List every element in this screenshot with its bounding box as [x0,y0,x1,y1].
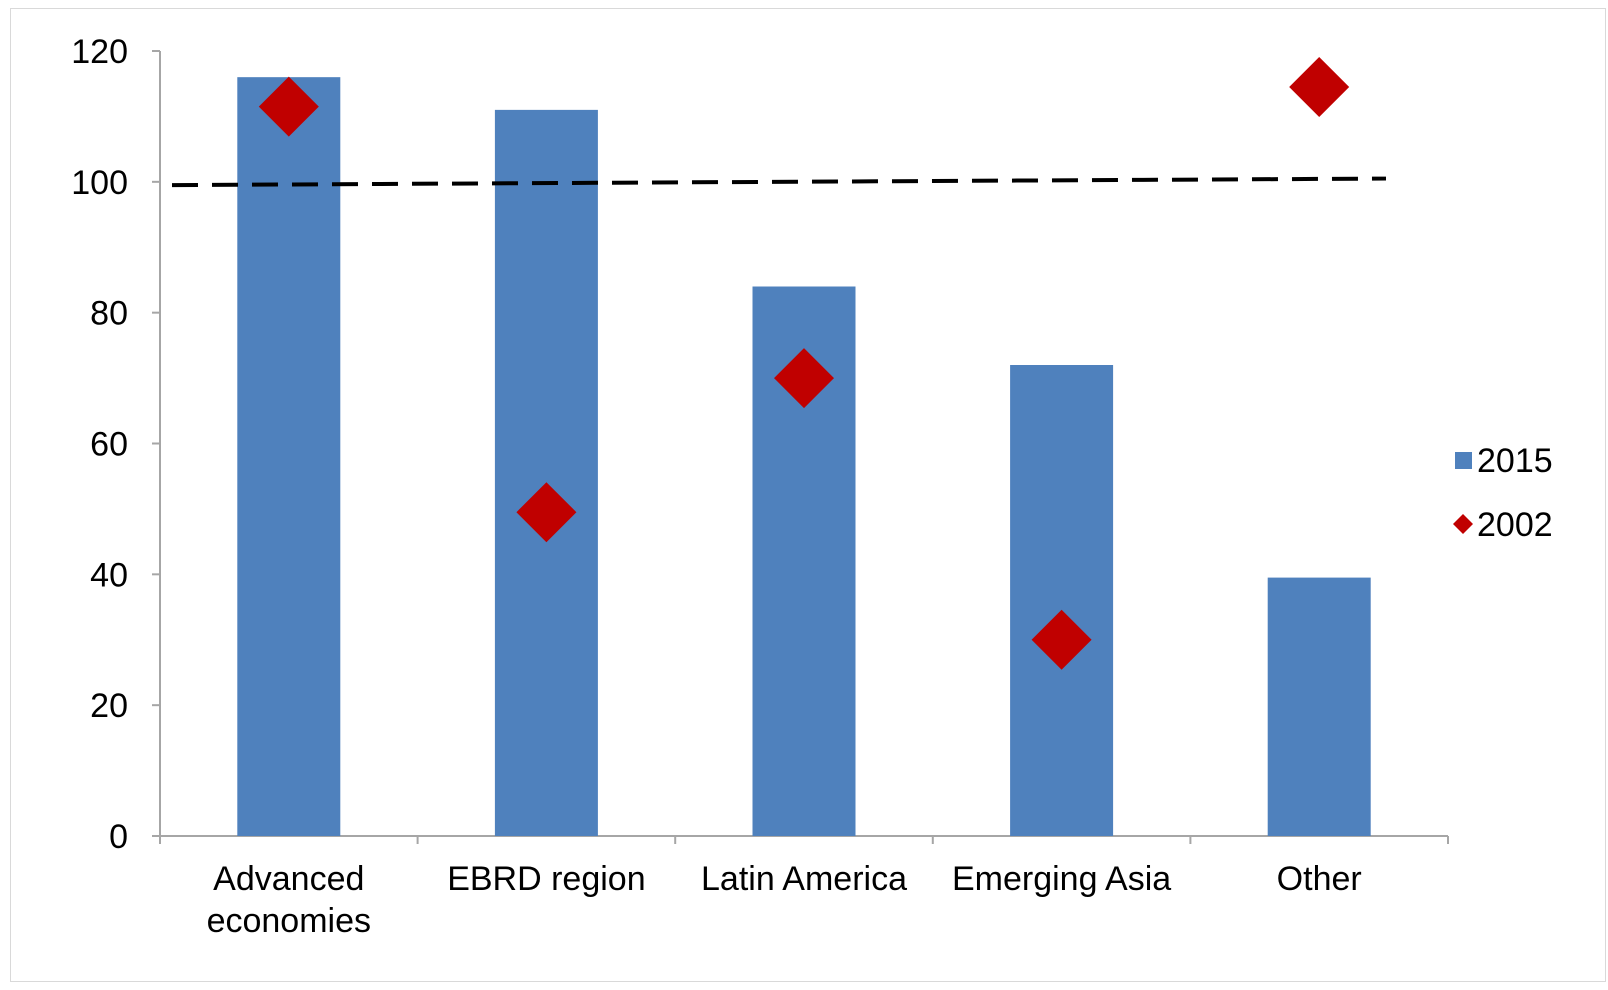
marker-2002 [516,482,577,543]
marker-2002 [774,348,834,409]
x-category-label: economies [207,902,371,940]
reference-line-layer [171,176,1387,188]
y-tick-label: 80 [90,295,128,333]
x-category-label: Other [1277,860,1362,898]
y-tick-label: 20 [90,687,128,725]
y-tick-label: 40 [90,556,128,594]
x-category-label: Emerging Asia [952,860,1171,898]
legend-swatch-2015 [1455,452,1472,469]
legend: 2015 2002 [1453,442,1553,544]
x-category-label: EBRD region [447,860,645,898]
legend-label-2002: 2002 [1477,506,1553,544]
legend-label-2015: 2015 [1477,442,1553,480]
markers-layer [258,56,1350,670]
reference-line [171,176,1387,188]
bar-2015 [1267,577,1371,836]
marker-2002 [1031,609,1092,670]
y-tick-label: 0 [109,818,128,856]
bar-2015 [494,109,598,836]
x-category-label: Advanced [213,860,364,898]
bars-layer [237,77,1371,836]
labels-layer: 0 20 40 60 80 100 120 Advanced economies EBRD reg… [71,33,1361,940]
y-tick-label: 60 [90,426,128,464]
marker-2002 [1289,56,1350,117]
y-tick-label: 100 [71,164,128,202]
marker-2002 [258,76,319,137]
y-tick-label: 120 [71,33,128,71]
legend-swatch-2002 [1453,514,1473,534]
bar-2015 [1010,365,1114,836]
bar-2015 [237,77,341,836]
x-category-label: Latin America [701,860,907,898]
